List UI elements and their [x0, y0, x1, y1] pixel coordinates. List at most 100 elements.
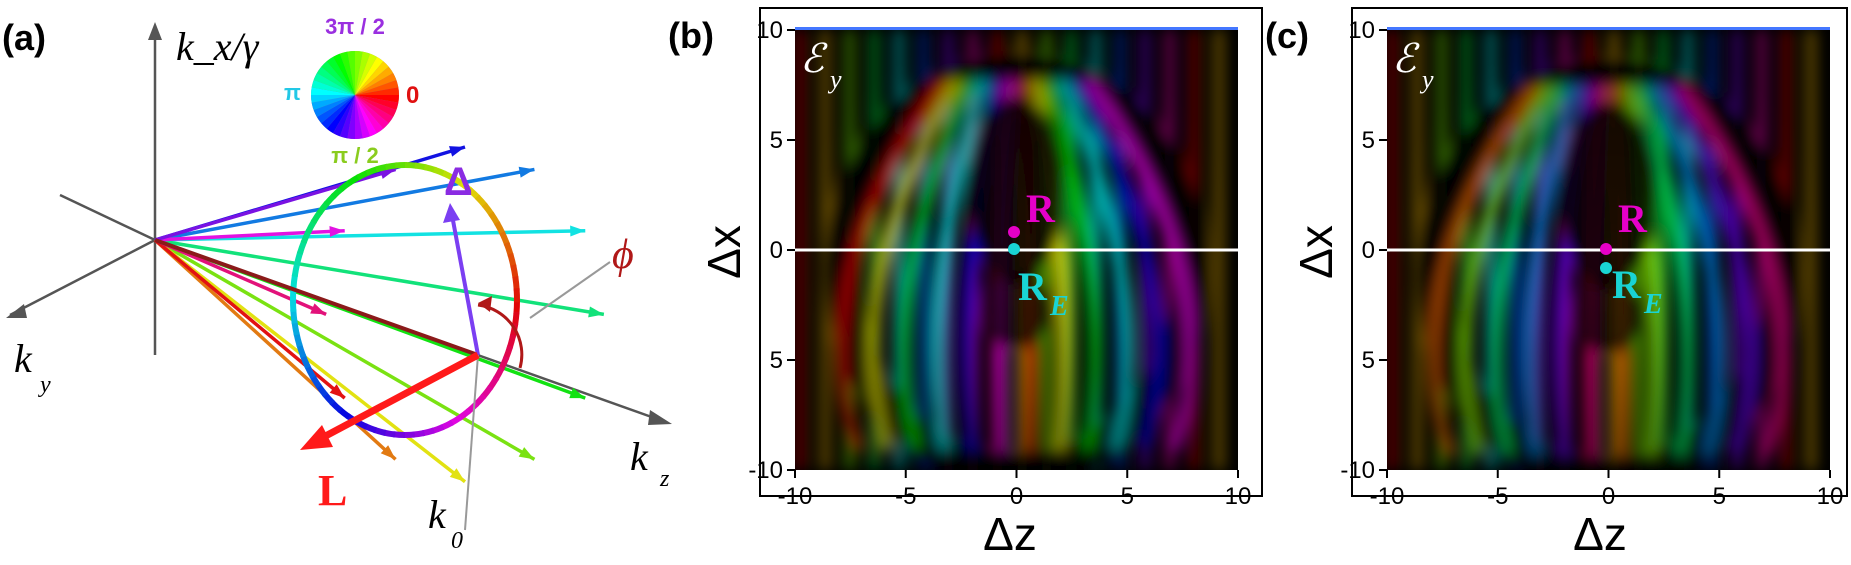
x-tick-label: -10	[778, 483, 813, 510]
label-R-b: R	[1026, 186, 1056, 231]
cone-vector-arrowhead	[588, 306, 604, 318]
x-tick-label: 5	[1713, 483, 1726, 510]
phase-color-wheel	[311, 51, 399, 139]
field-sub-b: y	[827, 65, 842, 94]
wheel-sector	[321, 61, 355, 95]
top-edge-c	[1387, 27, 1830, 30]
kx-axis-label: k_x/γ	[176, 24, 260, 69]
point-RE-b	[1008, 243, 1020, 255]
xlabel-b: Δz	[983, 508, 1037, 560]
wheel-sector	[355, 95, 371, 139]
kz-axis-arrowhead	[648, 410, 672, 425]
field-label-c: ℰ	[1392, 36, 1420, 81]
cone-vector	[154, 238, 605, 317]
wheel-sector	[355, 95, 394, 124]
ylabel-c: Δx	[1290, 225, 1342, 279]
wheel-sector	[316, 95, 355, 124]
cone-vector-arrowhead	[329, 225, 345, 237]
cone-vector	[154, 238, 327, 317]
wheel-label-left: π	[284, 80, 301, 105]
wheel-sector	[355, 95, 384, 134]
y-tick-label: -10	[748, 457, 783, 484]
delta-arrowhead	[443, 203, 460, 223]
label-RE-sub-b: E	[1049, 291, 1069, 322]
phi-arrowhead	[478, 296, 492, 312]
y-tick-label: -10	[1340, 457, 1375, 484]
point-R-c	[1600, 243, 1612, 255]
wheel-sector	[316, 66, 355, 95]
wheel-sector	[347, 51, 355, 95]
cone-vector	[154, 238, 536, 461]
delta-label: Δ	[444, 160, 473, 204]
phi-pointer-line	[529, 261, 611, 319]
x-tick-label: 10	[1225, 483, 1252, 510]
wheel-label-right: 0	[406, 82, 419, 109]
wheel-sector	[339, 95, 355, 139]
wheel-sector	[355, 87, 399, 95]
wheel-sector	[355, 56, 384, 95]
ky-axis-subscript: y	[38, 372, 51, 398]
wheel-label-top: 3π / 2	[325, 14, 385, 39]
wheel-sector	[311, 95, 355, 111]
panel-a: (a) k_x/γ k y k z 3π / 2 0 π / 2 π	[2, 14, 672, 554]
wheel-sector	[355, 73, 397, 95]
cone-axis-vector	[154, 238, 479, 357]
x-tick-label: 5	[1121, 483, 1134, 510]
cone-vector-arrowhead	[569, 387, 586, 399]
cone-vector-arrowhead	[379, 168, 396, 179]
x-tick-label: -10	[1370, 483, 1405, 510]
cone-vector	[154, 228, 586, 242]
L-label: L	[318, 466, 347, 515]
wheel-sector	[355, 95, 389, 129]
k0-label: k	[428, 492, 447, 537]
x-tick-label: 0	[1602, 483, 1615, 510]
cone-vector	[153, 238, 346, 400]
ticks-c: -10 -5 0 5 10 10 5 0 5 -10	[1340, 17, 1843, 510]
panel-a-label: (a)	[2, 17, 46, 58]
panel-b-label: (b)	[668, 15, 714, 56]
ylabel-b: Δx	[698, 225, 750, 279]
field-label-b: ℰ	[800, 36, 828, 81]
kz-axis-subscript: z	[659, 466, 670, 492]
wheel-sector	[333, 95, 355, 137]
cone-vector	[153, 238, 467, 484]
y-tick-label: 0	[1362, 237, 1375, 264]
wheel-sector	[355, 51, 371, 95]
point-RE-c	[1600, 262, 1612, 274]
cone-vector-arrowhead	[518, 447, 535, 460]
cone-vector-arrowhead	[449, 468, 465, 482]
top-edge-b	[795, 27, 1238, 30]
panel-b-frame	[759, 7, 1263, 497]
k0-subscript: 0	[451, 528, 463, 554]
label-RE-c: R	[1612, 262, 1642, 307]
wheel-sector	[321, 95, 355, 129]
field-sub-c: y	[1419, 65, 1434, 94]
cone-vector-arrowhead	[380, 445, 396, 460]
wheel-sector	[355, 95, 399, 103]
y-tick-label: 0	[770, 237, 783, 264]
y-tick-label: 5	[1362, 347, 1375, 374]
L-vector	[316, 351, 480, 444]
y-tick-label: 10	[756, 17, 783, 44]
panel-c-frame	[1351, 7, 1848, 497]
phi-label: ϕ	[612, 232, 634, 278]
panel-c-label: (c)	[1265, 15, 1309, 56]
wheel-sector	[313, 95, 355, 117]
xlabel-c: Δz	[1573, 508, 1627, 560]
wheel-sector	[333, 53, 355, 95]
wheel-sector	[311, 79, 355, 95]
delta-vector	[450, 214, 480, 356]
wheel-sector	[311, 87, 355, 95]
wheel-sector	[355, 95, 399, 111]
ky-axis-label: k	[14, 336, 33, 381]
y-tick-label: 5	[770, 127, 783, 154]
panel-b: (b) ℰ y R R E -10 -5 0 5 10 10 5 0 5 -10 Δz Δx	[668, 7, 1263, 560]
cone-vector-arrowhead	[310, 303, 327, 315]
wheel-sector	[355, 53, 377, 95]
cone-vector-arrowhead	[449, 146, 465, 157]
wheel-sector	[355, 51, 363, 95]
cone-vector	[154, 167, 535, 242]
x-tick-label: -5	[1487, 483, 1508, 510]
ky-axis-arrowhead	[6, 304, 27, 318]
kz-axis-label: k	[630, 434, 649, 479]
